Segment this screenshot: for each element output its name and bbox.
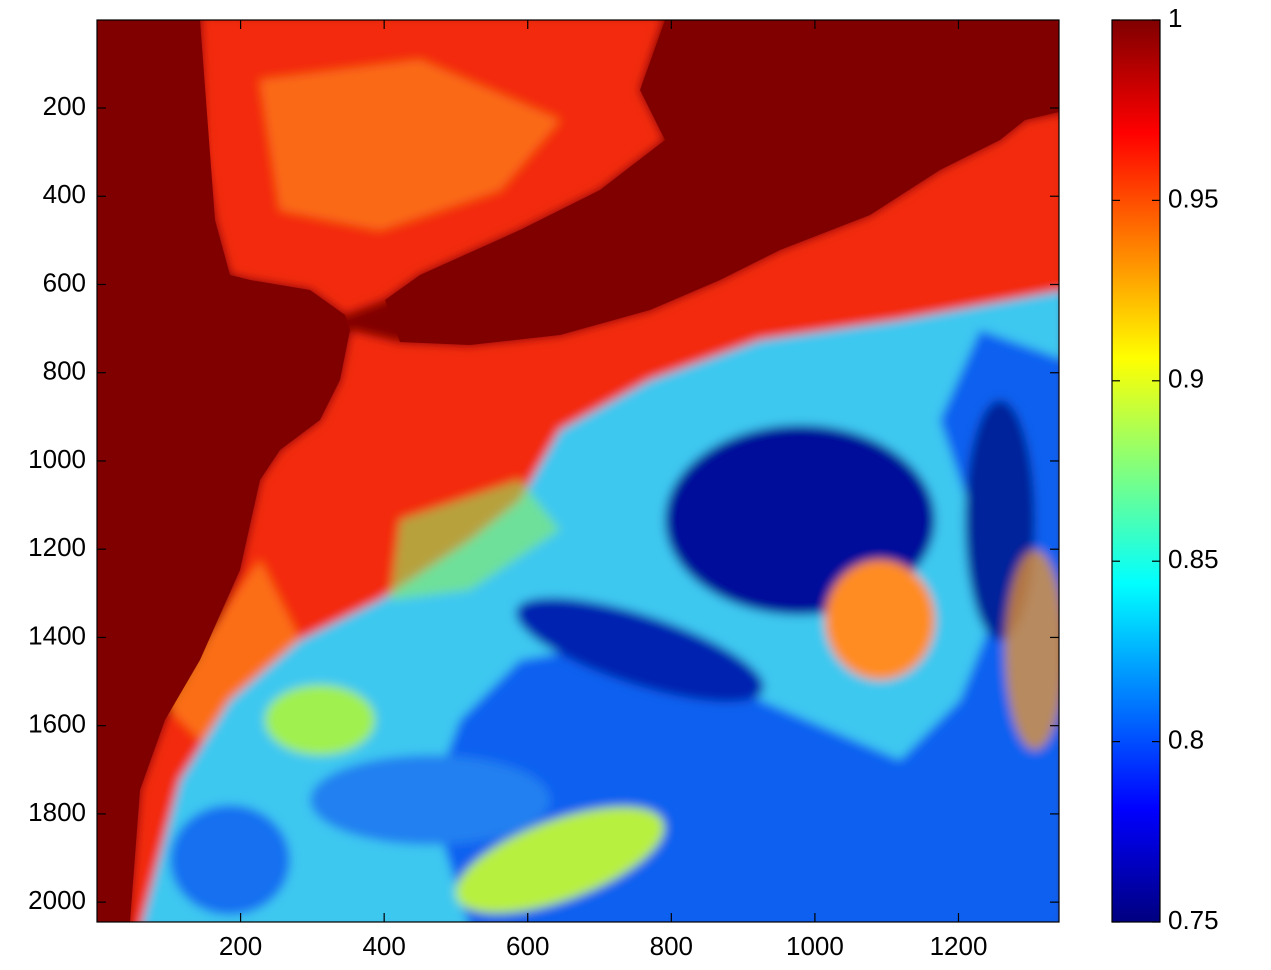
y-tick-label: 1400 — [28, 620, 86, 650]
colorbar-tick-label: 0.95 — [1168, 183, 1219, 213]
y-tick-label: 200 — [43, 91, 86, 121]
y-tick-label: 1200 — [28, 532, 86, 562]
x-tick-label: 200 — [219, 931, 262, 961]
x-tick-label: 600 — [506, 931, 549, 961]
colorbar-tick-label: 0.75 — [1168, 905, 1219, 935]
colorbar-tick-label: 0.9 — [1168, 364, 1204, 394]
y-tick-label: 400 — [43, 179, 86, 209]
x-tick-label: 800 — [650, 931, 693, 961]
colorbar-tick-label: 0.8 — [1168, 724, 1204, 754]
x-tick-label: 1000 — [786, 931, 844, 961]
x-tick-label: 1200 — [930, 931, 988, 961]
colorbar-tick-label: 1 — [1168, 3, 1182, 33]
x-tick-label: 400 — [362, 931, 405, 961]
plot-frame — [96, 19, 1060, 923]
y-tick-label: 600 — [43, 267, 86, 297]
y-tick-label: 1800 — [28, 797, 86, 827]
y-tick-label: 1600 — [28, 709, 86, 739]
y-tick-label: 800 — [43, 356, 86, 386]
colorbar-tick-label: 0.85 — [1168, 544, 1219, 574]
y-tick-label: 1000 — [28, 444, 86, 474]
colorbar — [1111, 19, 1161, 923]
image — [97, 20, 1059, 922]
y-tick-label: 2000 — [28, 885, 86, 915]
